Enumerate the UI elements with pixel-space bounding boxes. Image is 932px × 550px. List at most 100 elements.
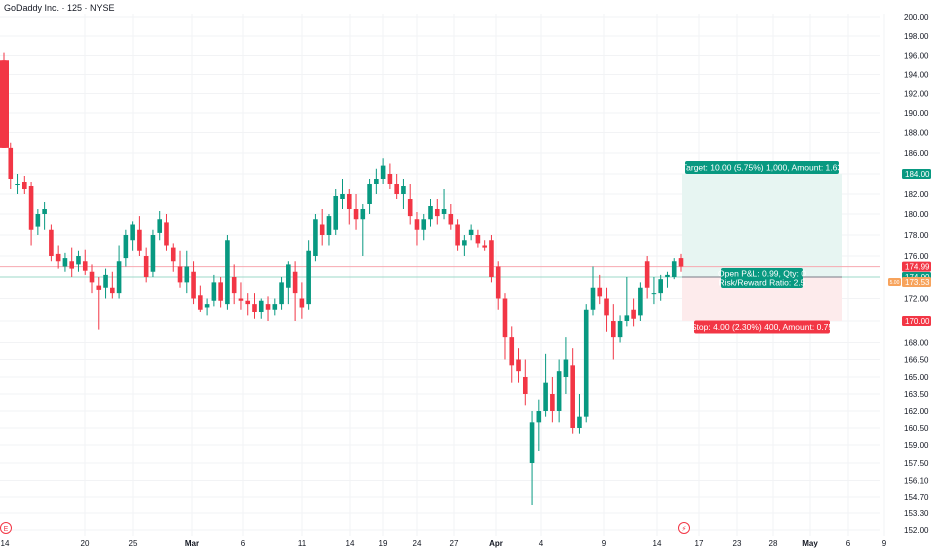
price-tag[interactable]: 184.00 [902,169,931,179]
price-tick-label: 182.00 [904,190,929,199]
candle-body [62,258,68,267]
candle [150,229,156,277]
candle [428,199,433,227]
price-tick-label: 192.00 [904,90,929,99]
candle-body [658,279,663,294]
price-tag-text: 184.00 [905,170,930,179]
candle-body [556,371,562,411]
candle-body [191,271,196,299]
candle [380,158,386,184]
candle-body [428,206,433,220]
candle [319,209,325,246]
candle-body [455,224,460,246]
candle-body [475,235,481,244]
candle [434,199,440,225]
target-label[interactable]: Target: 10.00 (5.75%) 1,000, Amount: 1.6… [682,161,842,174]
price-tick-label: 200.00 [904,13,929,22]
candle-body [313,219,318,256]
position-labels[interactable]: Target: 10.00 (5.75%) 1,000, Amount: 1.6… [682,161,842,334]
price-tag[interactable]: 170.00 [902,316,931,326]
price-tick-label: 198.00 [904,32,929,41]
candle-body [671,261,677,277]
candle [631,298,636,327]
chart-title: GoDaddy Inc. · 125 · NYSE [4,3,115,13]
candle-body [333,196,339,230]
candle-body [651,293,657,295]
candle-body [8,147,14,179]
candles [0,52,684,505]
candle-body [604,298,609,316]
candle [265,296,271,321]
time-tick-label: 9 [882,539,887,548]
dividend-badge[interactable]: ⚡ [678,522,690,534]
candle [272,298,278,316]
price-axis[interactable]: 200.00 198.00 196.00 194.00 192.00 190.00 188.… [888,13,931,535]
candle [170,243,176,272]
stop-label[interactable]: Stop: 4.00 (2.30%) 400, Amount: 0.75 [691,320,834,334]
candle [157,211,163,241]
candle-body [529,422,535,463]
candle-body [495,266,501,299]
time-tick-label: Mar [185,539,199,548]
price-tick-label: 188.00 [904,129,929,138]
price-tag-box [902,277,931,288]
candle [184,250,190,294]
candle [374,168,379,194]
price-tick-label: 172.00 [904,295,929,304]
candle-body [55,253,61,262]
candle-body [116,261,122,294]
position-zones[interactable] [682,174,842,321]
dividend-badge-circle [678,522,690,534]
candle-body [353,209,359,220]
candle [482,240,487,251]
price-tick-label: 156.10 [904,477,929,486]
candle [556,359,562,423]
candle-body [252,304,257,312]
candle [313,214,318,262]
target-zone[interactable] [682,174,842,277]
chart-badges[interactable]: E ⚡ [0,522,690,534]
risk-reward-text: Risk/Reward Ratio: 2.5 [719,278,806,288]
candle [522,359,528,406]
price-tick-label: 176.00 [904,252,929,261]
time-tick-label: 24 [413,539,422,548]
candle-body [631,309,636,319]
price-tick-label: 196.00 [904,52,929,61]
time-tick-label: 11 [298,539,307,548]
candle-body [550,394,555,411]
candle [617,315,623,343]
price-tag[interactable]: 174.99 [902,261,931,272]
candle [536,399,542,451]
candle-body [543,382,548,411]
candle-body [204,304,210,308]
candle-body [563,359,569,377]
price-tick-label: 190.00 [904,109,929,118]
candle-body [482,245,487,248]
candle-body [421,219,427,230]
candle [529,411,535,505]
candle [509,326,515,383]
candle [28,182,34,246]
candle-body [184,266,190,283]
candle-body [110,287,115,294]
candle-body [360,209,366,220]
candle [678,253,684,272]
candle [414,212,420,246]
candle [597,274,603,305]
candle-body [434,209,440,217]
candle-body [76,256,81,265]
candle-body [143,256,149,277]
price-tick-label: 153.30 [904,509,929,518]
candle [495,261,501,310]
earnings-badge[interactable]: E [0,522,12,534]
mini-tag-box [888,278,901,287]
earnings-badge-circle [0,522,12,534]
time-axis[interactable]: 14 20 25 Mar 6 11 14 19 24 27 Apr 4 9 14 17 23 28 May 6 9 [1,539,887,548]
candle [624,277,630,327]
stop-label-box [694,320,830,334]
price-tag[interactable]: 173.53 5.00 [888,277,931,288]
candle [286,261,291,305]
candle-body [367,184,372,204]
